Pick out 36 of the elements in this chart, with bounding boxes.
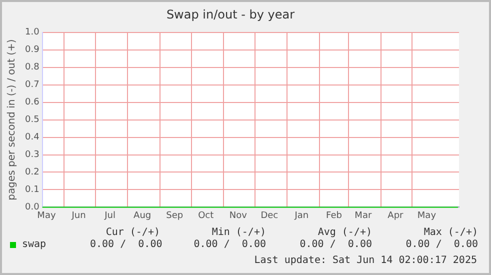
y-tick-label: 0.1 <box>24 185 40 196</box>
y-tick-label: 0.6 <box>24 98 40 108</box>
x-tick-label: Feb <box>326 210 342 221</box>
y-tick-label: 0.3 <box>24 150 40 160</box>
text: Max (-/+) <box>422 227 478 238</box>
x-tick-label: Jul <box>104 210 116 221</box>
x-tick-label: May <box>417 210 437 221</box>
y-tick-label: 0.2 <box>24 168 40 178</box>
text: Cur (-/+) <box>104 227 160 238</box>
legend-label: swap <box>22 239 46 250</box>
x-tick-label: Mar <box>354 210 372 221</box>
y-tick-label: 1.0 <box>24 28 40 38</box>
x-tick-label: Oct <box>198 210 214 221</box>
y-tick-label: 0.4 <box>24 132 40 143</box>
text: 0.00 / 0.00 <box>194 239 266 250</box>
y-tick-label: 0.0 <box>24 202 40 213</box>
y-axis-title: pages per second in (-) / out (+) <box>6 39 18 200</box>
text: Last update: Sat Jun 14 02:00:17 2025 <box>254 255 477 266</box>
y-tick-label: 0.5 <box>24 115 40 126</box>
x-tick-label: Sep <box>166 210 184 221</box>
x-tick-label: Apr <box>388 210 404 221</box>
x-tick-label: May <box>37 210 56 221</box>
y-tick-label: 0.8 <box>24 62 40 73</box>
x-tick-label: Jun <box>70 210 86 221</box>
y-tick-label: 0.7 <box>24 80 40 90</box>
x-tick-label: Aug <box>134 210 152 221</box>
text: Min (-/+) <box>210 227 266 238</box>
text: Avg (-/+) <box>316 227 372 238</box>
y-tick-label: 0.9 <box>24 45 40 56</box>
text: 0.00 / 0.00 <box>90 239 162 250</box>
chart-title: Swap in/out - by year <box>166 7 295 22</box>
text: 0.00 / 0.00 <box>298 239 372 250</box>
x-tick-label: Nov <box>229 210 248 221</box>
x-tick-label: Dec <box>260 210 278 221</box>
x-tick-label: Jan <box>294 210 309 221</box>
text: 0.00 / 0.00 <box>404 239 478 250</box>
